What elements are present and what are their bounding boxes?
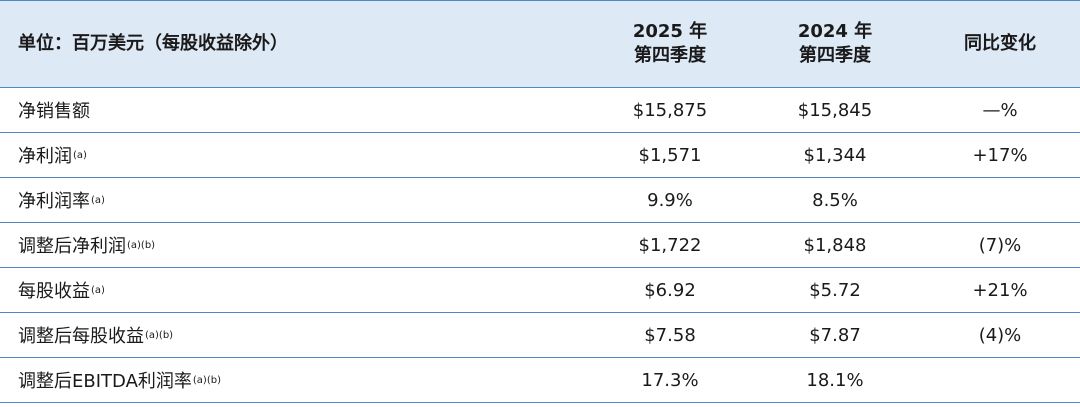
value-cell: $7.58 [590, 313, 750, 357]
unit-header: 单位：百万美元（每股收益除外） [18, 1, 288, 87]
row-label: 调整后每股收益 (a)(b) [18, 313, 173, 357]
change-cell: (4)% [930, 313, 1070, 357]
header-text: 单位：百万美元（每股收益除外） [18, 33, 288, 54]
label-text: 调整后净利润 [18, 236, 126, 257]
value-cell: $15,875 [590, 88, 750, 132]
label-text: 调整后每股收益 [18, 326, 144, 347]
value-cell: $6.92 [590, 268, 750, 312]
label-text: 净销售额 [18, 101, 90, 122]
change-text: (4)% [978, 324, 1022, 346]
label-text: 每股收益 [18, 281, 90, 302]
value-text: $1,344 [803, 144, 867, 166]
value-text: 17.3% [641, 369, 699, 391]
change-text: +17% [972, 144, 1028, 166]
row-label: 净销售额 [18, 88, 90, 132]
footnote-mark: (a) [91, 194, 105, 206]
label-text: 调整后EBITDA利润率 [18, 371, 192, 392]
value-cell: $1,722 [590, 223, 750, 267]
col-header: 同比变化 [930, 1, 1070, 87]
value-text: $7.58 [644, 324, 696, 346]
value-text: $1,848 [803, 234, 867, 256]
value-text: $1,571 [638, 144, 702, 166]
row-label: 每股收益 (a) [18, 268, 105, 312]
header-line: 2025 年 [632, 21, 708, 42]
value-text: 8.5% [812, 189, 858, 211]
value-text: $5.72 [809, 279, 861, 301]
footnote-mark: (a)(b) [127, 239, 156, 251]
table-row: 净销售额 $15,875 $15,845 —% [0, 88, 1080, 133]
table-row: 净利润 (a) $1,571 $1,344 +17% [0, 133, 1080, 178]
change-cell: +21% [930, 268, 1070, 312]
col-header: 2024 年 第四季度 [755, 1, 915, 87]
value-text: $1,722 [638, 234, 702, 256]
value-cell: $1,571 [590, 133, 750, 177]
col-header: 2025 年 第四季度 [590, 1, 750, 87]
label-text: 净利润率 [18, 191, 90, 212]
row-label: 净利润率 (a) [18, 178, 105, 222]
change-cell: (7)% [930, 223, 1070, 267]
change-text: —% [982, 99, 1018, 121]
table-row: 净利润率 (a) 9.9% 8.5% [0, 178, 1080, 223]
value-text: $15,845 [797, 99, 873, 121]
value-cell: 8.5% [755, 178, 915, 222]
change-text: +21% [972, 279, 1028, 301]
table-row: 调整后净利润 (a)(b) $1,722 $1,848 (7)% [0, 223, 1080, 268]
value-cell: $15,845 [755, 88, 915, 132]
value-text: 9.9% [647, 189, 693, 211]
footnote-mark: (a) [73, 149, 87, 161]
value-cell: 9.9% [590, 178, 750, 222]
table-row: 调整后每股收益 (a)(b) $7.58 $7.87 (4)% [0, 313, 1080, 358]
change-cell: +17% [930, 133, 1070, 177]
value-cell: $7.87 [755, 313, 915, 357]
header-row: 单位：百万美元（每股收益除外） 2025 年 第四季度 2024 年 第四季度 … [0, 0, 1080, 88]
value-cell: $1,848 [755, 223, 915, 267]
header-line: 第四季度 [634, 45, 706, 66]
change-text: (7)% [978, 234, 1022, 256]
header-line: 2024 年 [797, 21, 873, 42]
value-text: 18.1% [806, 369, 864, 391]
footnote-mark: (a)(b) [192, 374, 221, 386]
row-label: 调整后EBITDA利润率 (a)(b) [18, 358, 221, 402]
header-text: 同比变化 [964, 33, 1036, 54]
footnote-mark: (a)(b) [145, 329, 174, 341]
change-cell: —% [930, 88, 1070, 132]
table-row: 每股收益 (a) $6.92 $5.72 +21% [0, 268, 1080, 313]
row-label: 净利润 (a) [18, 133, 87, 177]
row-label: 调整后净利润 (a)(b) [18, 223, 155, 267]
value-text: $6.92 [644, 279, 696, 301]
label-text: 净利润 [18, 146, 72, 167]
value-text: $7.87 [809, 324, 861, 346]
header-line: 第四季度 [799, 45, 871, 66]
value-cell: $5.72 [755, 268, 915, 312]
value-cell: $1,344 [755, 133, 915, 177]
value-text: $15,875 [632, 99, 708, 121]
footnote-mark: (a) [91, 284, 105, 296]
table-row: 调整后EBITDA利润率 (a)(b) 17.3% 18.1% [0, 358, 1080, 403]
value-cell: 17.3% [590, 358, 750, 402]
value-cell: 18.1% [755, 358, 915, 402]
